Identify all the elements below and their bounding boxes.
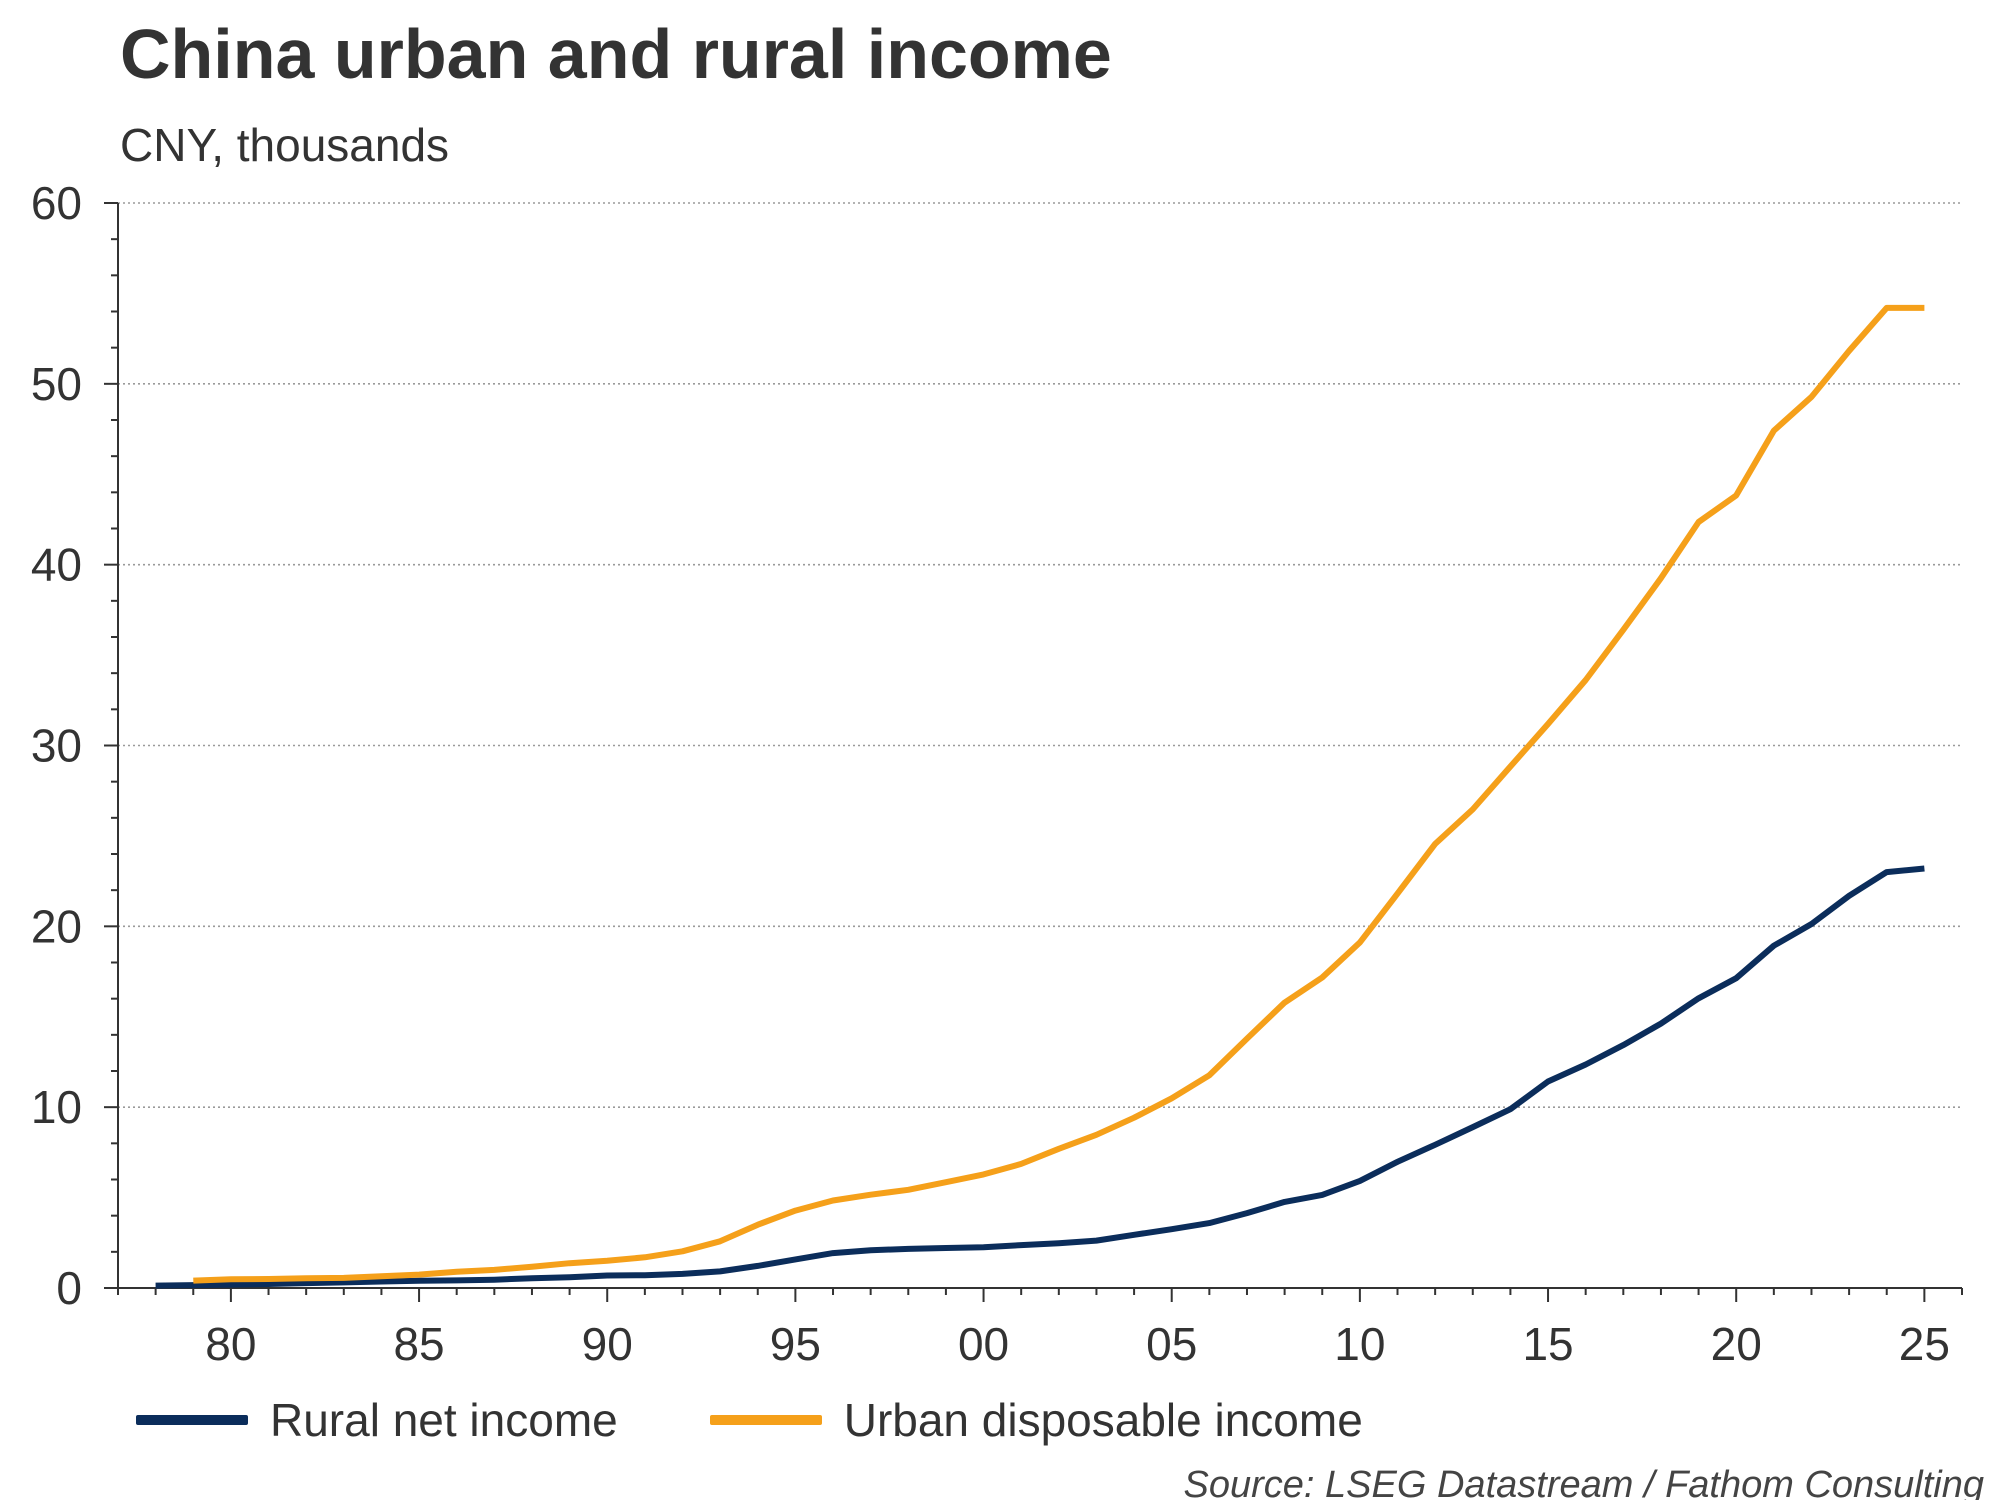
- y-tick-label-40: 40: [31, 539, 82, 591]
- x-tick-label-15: 15: [1522, 1318, 1573, 1370]
- y-tick-label-20: 20: [31, 900, 82, 952]
- legend-item-urban: Urban disposable income: [709, 1393, 1363, 1447]
- y-tick-label-50: 50: [31, 358, 82, 410]
- x-tick-label-25: 25: [1899, 1318, 1950, 1370]
- chart-subtitle: CNY, thousands: [120, 119, 450, 171]
- x-tick-label-85: 85: [393, 1318, 444, 1370]
- axes: [104, 202, 1963, 1302]
- y-tick-label-30: 30: [31, 720, 82, 772]
- y-tick-label-10: 10: [31, 1081, 82, 1133]
- series-line-urban: [193, 304, 1925, 1284]
- series-lines: [155, 304, 1925, 1289]
- x-tick-label-90: 90: [582, 1318, 633, 1370]
- legend-label-rural: Rural net income: [270, 1394, 618, 1446]
- y-tick-label-0: 0: [56, 1262, 82, 1314]
- x-tick-label-95: 95: [770, 1318, 821, 1370]
- x-tick-label-00: 00: [958, 1318, 1009, 1370]
- x-tick-label-20: 20: [1711, 1318, 1762, 1370]
- gridlines: [118, 202, 1962, 1108]
- legend-label-urban: Urban disposable income: [843, 1394, 1363, 1446]
- x-tick-label-10: 10: [1334, 1318, 1385, 1370]
- chart-title: China urban and rural income: [120, 15, 1112, 93]
- legend-item-rural: Rural net income: [136, 1393, 618, 1447]
- series-line-rural: [155, 865, 1925, 1289]
- legend: Rural net income Urban disposable income: [136, 1390, 1363, 1450]
- x-tick-label-80: 80: [205, 1318, 256, 1370]
- legend-swatch-urban: [709, 1415, 822, 1425]
- tick-labels: 0 10 20 30 40 50 60 80 85 90 95 00 05 10 15 20 25: [31, 177, 1950, 1370]
- source-note: Source: LSEG Datastream / Fathom Consult…: [1183, 1464, 1984, 1500]
- y-tick-label-60: 60: [31, 177, 82, 229]
- x-tick-label-05: 05: [1146, 1318, 1197, 1370]
- legend-swatch-rural: [136, 1415, 248, 1425]
